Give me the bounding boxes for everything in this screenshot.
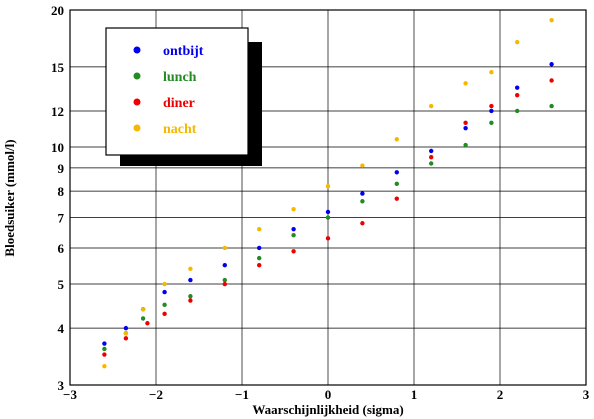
y-tick-label: 6 bbox=[58, 241, 65, 256]
data-point-lunch bbox=[222, 277, 227, 283]
data-point-diner bbox=[360, 221, 365, 226]
y-tick-label: 9 bbox=[58, 161, 65, 176]
legend-label-nacht: nacht bbox=[163, 122, 197, 137]
data-point-ontbijt bbox=[360, 191, 365, 196]
data-point-diner bbox=[325, 236, 331, 241]
x-tick-label: 1 bbox=[411, 387, 418, 402]
y-tick-label: 7 bbox=[58, 211, 65, 226]
x-tick-label: −1 bbox=[235, 387, 249, 402]
data-point-nacht bbox=[394, 137, 399, 142]
data-point-diner bbox=[515, 92, 520, 98]
data-point-ontbijt bbox=[257, 245, 262, 251]
data-point-lunch bbox=[291, 233, 296, 238]
data-point-ontbijt bbox=[515, 85, 520, 90]
data-point-lunch bbox=[102, 346, 107, 352]
data-point-nacht bbox=[489, 70, 494, 75]
data-point-diner bbox=[188, 298, 193, 303]
x-tick-label: 0 bbox=[325, 387, 332, 402]
data-point-diner bbox=[394, 196, 399, 201]
y-tick-label: 10 bbox=[51, 140, 64, 155]
data-point-nacht bbox=[515, 39, 520, 45]
x-tick-label: −2 bbox=[149, 387, 163, 402]
data-point-lunch bbox=[325, 215, 331, 220]
data-point-ontbijt bbox=[394, 170, 399, 175]
data-point-nacht bbox=[222, 245, 227, 251]
data-point-diner bbox=[222, 281, 227, 287]
x-tick-label: 2 bbox=[497, 387, 504, 402]
data-point-ontbijt bbox=[162, 289, 167, 295]
y-tick-label: 15 bbox=[51, 60, 65, 75]
data-point-diner bbox=[123, 336, 129, 341]
data-point-diner bbox=[145, 321, 150, 326]
data-point-ontbijt bbox=[325, 209, 331, 215]
y-tick-label: 20 bbox=[51, 3, 64, 18]
legend-marker-nacht bbox=[133, 124, 141, 132]
data-point-nacht bbox=[140, 307, 146, 312]
legend: ontbijt lunch diner nacht bbox=[105, 27, 262, 166]
data-point-ontbijt bbox=[429, 148, 434, 154]
data-point-lunch bbox=[549, 103, 554, 109]
y-tick-label: 3 bbox=[58, 378, 65, 393]
data-point-nacht bbox=[257, 226, 262, 232]
data-point-nacht bbox=[325, 184, 331, 189]
y-tick-label: 5 bbox=[58, 277, 65, 292]
data-point-ontbijt bbox=[549, 62, 554, 67]
data-point-lunch bbox=[257, 255, 262, 261]
data-point-nacht bbox=[123, 330, 129, 336]
legend-items: ontbijt lunch diner nacht bbox=[133, 44, 204, 137]
data-point-nacht bbox=[291, 207, 296, 212]
data-point-lunch bbox=[394, 181, 399, 187]
data-point-diner bbox=[429, 154, 434, 160]
data-point-lunch bbox=[515, 108, 520, 114]
data-point-ontbijt bbox=[463, 125, 468, 131]
data-point-nacht bbox=[360, 163, 365, 168]
legend-marker-lunch bbox=[133, 72, 141, 80]
data-point-lunch bbox=[140, 316, 146, 321]
legend-marker-diner bbox=[133, 98, 141, 106]
legend-label-ontbijt: ontbijt bbox=[163, 44, 204, 59]
x-tick-label: 3 bbox=[583, 387, 590, 402]
legend-marker-ontbijt bbox=[133, 46, 141, 54]
data-points bbox=[102, 17, 554, 369]
data-point-nacht bbox=[188, 266, 193, 272]
data-point-diner bbox=[102, 352, 107, 357]
legend-box bbox=[105, 27, 249, 156]
data-point-nacht bbox=[162, 281, 167, 287]
legend-label-lunch: lunch bbox=[163, 70, 197, 85]
data-point-lunch bbox=[429, 161, 434, 166]
data-point-ontbijt bbox=[188, 277, 193, 283]
plot-frame bbox=[69, 9, 587, 386]
data-point-lunch bbox=[489, 120, 494, 126]
legend-label-diner: diner bbox=[163, 96, 195, 111]
data-point-diner bbox=[257, 262, 262, 268]
data-point-lunch bbox=[463, 142, 468, 148]
data-point-ontbijt bbox=[222, 262, 227, 268]
y-tick-label: 12 bbox=[51, 104, 64, 119]
data-point-nacht bbox=[429, 103, 434, 109]
data-point-ontbijt bbox=[489, 108, 494, 114]
data-point-lunch bbox=[360, 199, 365, 204]
data-point-diner bbox=[489, 103, 494, 109]
data-point-diner bbox=[162, 311, 167, 317]
x-tick-label: −3 bbox=[63, 387, 77, 402]
y-tick-label: 8 bbox=[58, 184, 65, 199]
data-point-lunch bbox=[162, 302, 167, 308]
data-point-nacht bbox=[549, 17, 554, 23]
data-point-ontbijt bbox=[102, 341, 107, 346]
y-tick-label: 4 bbox=[58, 321, 65, 336]
data-point-diner bbox=[463, 120, 468, 126]
data-point-diner bbox=[549, 78, 554, 83]
data-point-nacht bbox=[102, 363, 107, 369]
data-point-lunch bbox=[188, 294, 193, 299]
data-point-ontbijt bbox=[123, 325, 129, 331]
y-axis-title: Bloedsuiker (mmol/l) bbox=[2, 139, 17, 256]
data-point-ontbijt bbox=[291, 226, 296, 232]
data-point-nacht bbox=[463, 81, 468, 86]
x-axis-title: Waarschijnlijkheid (sigma) bbox=[252, 402, 403, 417]
data-point-diner bbox=[291, 249, 296, 254]
